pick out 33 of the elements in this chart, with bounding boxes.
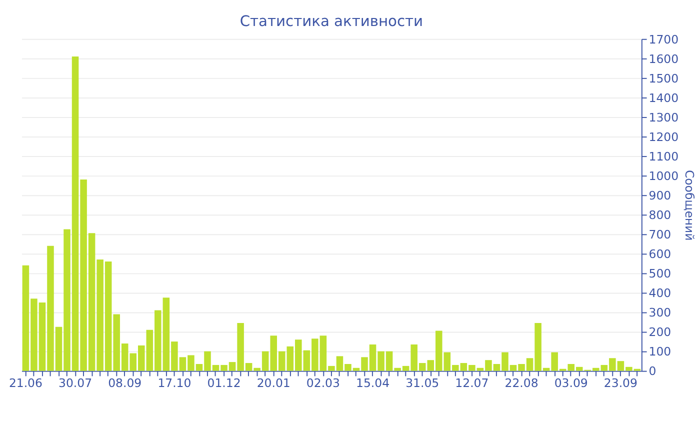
y-tick-label: 200: [648, 325, 672, 340]
y-tick-label: 1700: [648, 32, 679, 46]
y-axis-title: Сообщений: [682, 170, 696, 241]
y-tick-label: 900: [648, 188, 672, 202]
y-tick-label: 0: [648, 364, 656, 378]
y-tick-label: 1000: [648, 168, 679, 183]
y-tick-label: 800: [648, 208, 672, 222]
x-tick-label: 31.05: [406, 376, 440, 390]
y-tick-label: 300: [648, 306, 672, 320]
x-tick-label: 12.07: [455, 376, 489, 390]
y-tick-label: 500: [648, 266, 672, 281]
x-tick-label: 23.09: [604, 376, 638, 390]
x-tick-label: 02.03: [306, 376, 340, 390]
x-tick-label: 03.09: [554, 376, 588, 390]
x-tick-label: 17.10: [158, 376, 192, 390]
y-tick-label: 1300: [648, 110, 679, 124]
x-tick-label: 22.08: [504, 376, 538, 390]
y-tick-label: 1200: [648, 130, 679, 144]
x-tick-label: 21.06: [8, 376, 42, 390]
y-tick-label: 1500: [648, 71, 679, 86]
y-tick-label: 1400: [648, 90, 679, 105]
x-tick-label: 08.09: [108, 376, 142, 390]
x-tick-label: 15.04: [356, 376, 390, 390]
y-tick-label: 100: [648, 344, 672, 359]
y-tick-label: 1100: [648, 149, 679, 164]
x-tick-label: 01.12: [207, 376, 241, 390]
y-tick-label: 400: [648, 286, 672, 300]
chart-title: Статистика активности: [240, 13, 424, 30]
y-tick-label: 1600: [648, 52, 679, 66]
x-tick-label: 30.07: [58, 376, 92, 390]
y-tick-label: 600: [648, 247, 672, 262]
x-tick-label: 20.01: [256, 376, 290, 390]
y-tick-label: 700: [648, 228, 672, 242]
